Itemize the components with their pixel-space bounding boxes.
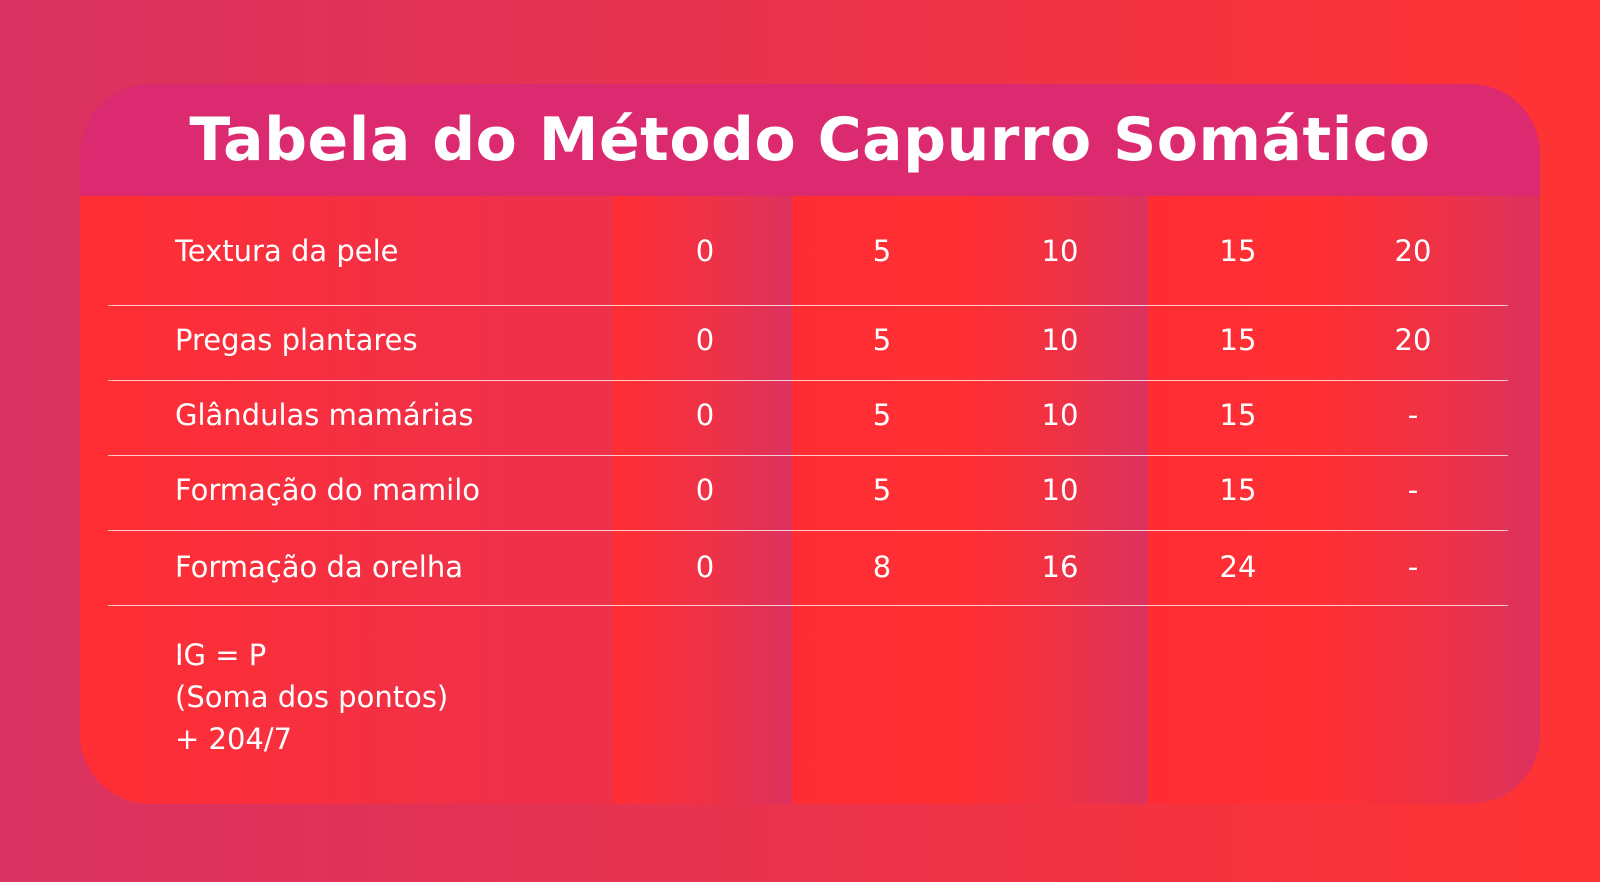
cell-value: 5: [872, 473, 892, 507]
row-divider: [108, 305, 1508, 306]
column-band: [1148, 196, 1329, 804]
cell-value: 20: [1394, 323, 1432, 357]
row-divider: [108, 380, 1508, 381]
cell-value: 15: [1219, 473, 1257, 507]
column-band: [613, 196, 794, 804]
cell-value: 5: [872, 323, 892, 357]
cell-value: 24: [1219, 550, 1257, 584]
cell-value: 0: [695, 323, 715, 357]
column-band: [1325, 196, 1540, 804]
cell-value: 10: [1041, 234, 1079, 268]
cell-value: 10: [1041, 398, 1079, 432]
table-title: Tabela do Método Capurro Somático: [189, 105, 1431, 175]
cell-value: 10: [1041, 473, 1079, 507]
cell-value: 0: [695, 550, 715, 584]
cell-value: 16: [1041, 550, 1079, 584]
row-label: Textura da pele: [175, 234, 399, 268]
cell-value: 20: [1394, 234, 1432, 268]
cell-value: 10: [1041, 323, 1079, 357]
column-band: [792, 196, 973, 804]
formula-line: IG = P: [175, 638, 267, 672]
formula-line: (Soma dos pontos): [175, 680, 449, 714]
cell-value: 0: [695, 473, 715, 507]
cell-value: -: [1407, 473, 1419, 507]
column-band: [970, 196, 1151, 804]
formula-text: IG = P (Soma dos pontos) + 204/7: [175, 634, 448, 760]
formula-line: + 204/7: [175, 722, 293, 756]
cell-value: 5: [872, 234, 892, 268]
cell-value: 0: [695, 234, 715, 268]
row-label: Formação da orelha: [175, 550, 463, 584]
title-bar: Tabela do Método Capurro Somático: [80, 84, 1540, 196]
cell-value: -: [1407, 550, 1419, 584]
cell-value: 15: [1219, 323, 1257, 357]
cell-value: 15: [1219, 234, 1257, 268]
row-label: Glândulas mamárias: [175, 398, 474, 432]
cell-value: 0: [695, 398, 715, 432]
row-divider: [108, 605, 1508, 606]
cell-value: -: [1407, 398, 1419, 432]
row-divider: [108, 455, 1508, 456]
table-card: Tabela do Método Capurro Somático Textur…: [80, 84, 1540, 804]
row-divider: [108, 530, 1508, 531]
cell-value: 8: [872, 550, 892, 584]
row-label: Pregas plantares: [175, 323, 418, 357]
cell-value: 15: [1219, 398, 1257, 432]
cell-value: 5: [872, 398, 892, 432]
row-label: Formação do mamilo: [175, 473, 480, 507]
